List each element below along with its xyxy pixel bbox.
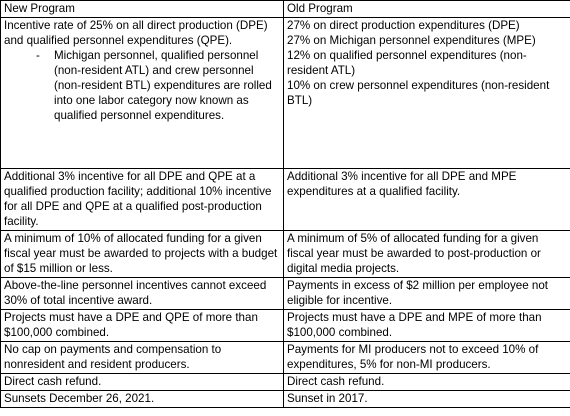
old-program-cell: Sunset in 2017.: [283, 390, 570, 408]
table-row: Above-the-line personnel incentives cann…: [0, 277, 570, 310]
cell-text: Michigan personnel, qualified personnel …: [54, 49, 272, 122]
table-row: No cap on payments and compensation to n…: [0, 341, 570, 374]
cell-line: 12% on qualified personnel expenditures …: [287, 49, 527, 77]
cell-line: 27% on Michigan personnel expenditures (…: [287, 34, 536, 47]
header-new-program: New Program: [0, 0, 284, 18]
table-row: A minimum of 10% of allocated funding fo…: [0, 230, 570, 278]
new-program-cell: Sunsets December 26, 2021.: [0, 390, 284, 408]
old-program-cell: Payments for MI producers not to exceed …: [283, 341, 570, 374]
table-row: Additional 3% incentive for all DPE and …: [0, 168, 570, 231]
new-program-cell: Above-the-line personnel incentives cann…: [0, 277, 284, 310]
old-program-cell: Additional 3% incentive for all DPE and …: [283, 168, 570, 231]
new-program-cell: No cap on payments and compensation to n…: [0, 341, 284, 374]
cell-text: Incentive rate of 25% on all direct prod…: [4, 19, 268, 47]
dash-bullet-icon: -: [36, 49, 40, 62]
new-program-cell: Additional 3% incentive for all DPE and …: [0, 168, 284, 231]
new-program-cell: A minimum of 10% of allocated funding fo…: [0, 230, 284, 278]
old-program-cell: A minimum of 5% of allocated funding for…: [283, 230, 570, 278]
table-row: Incentive rate of 25% on all direct prod…: [0, 17, 570, 169]
list-item: - Michigan personnel, qualified personne…: [36, 48, 280, 123]
sub-list: - Michigan personnel, qualified personne…: [4, 48, 280, 123]
cell-line: 10% on crew personnel expenditures (non-…: [287, 79, 550, 107]
new-program-cell: Projects must have a DPE and QPE of more…: [0, 309, 284, 342]
new-program-cell: Incentive rate of 25% on all direct prod…: [0, 17, 284, 169]
new-program-cell: Direct cash refund.: [0, 373, 284, 391]
header-old-program: Old Program: [283, 0, 570, 18]
cell-line: 27% on direct production expenditures (D…: [287, 19, 520, 32]
table-row: Projects must have a DPE and QPE of more…: [0, 309, 570, 342]
table-row: Sunsets December 26, 2021. Sunset in 201…: [0, 390, 570, 408]
old-program-cell: Payments in excess of $2 million per emp…: [283, 277, 570, 310]
old-program-cell: Projects must have a DPE and MPE of more…: [283, 309, 570, 342]
header-row: New Program Old Program: [0, 0, 570, 18]
old-program-cell: Direct cash refund.: [283, 373, 570, 391]
table-row: Direct cash refund. Direct cash refund.: [0, 373, 570, 391]
old-program-cell: 27% on direct production expenditures (D…: [283, 17, 570, 169]
